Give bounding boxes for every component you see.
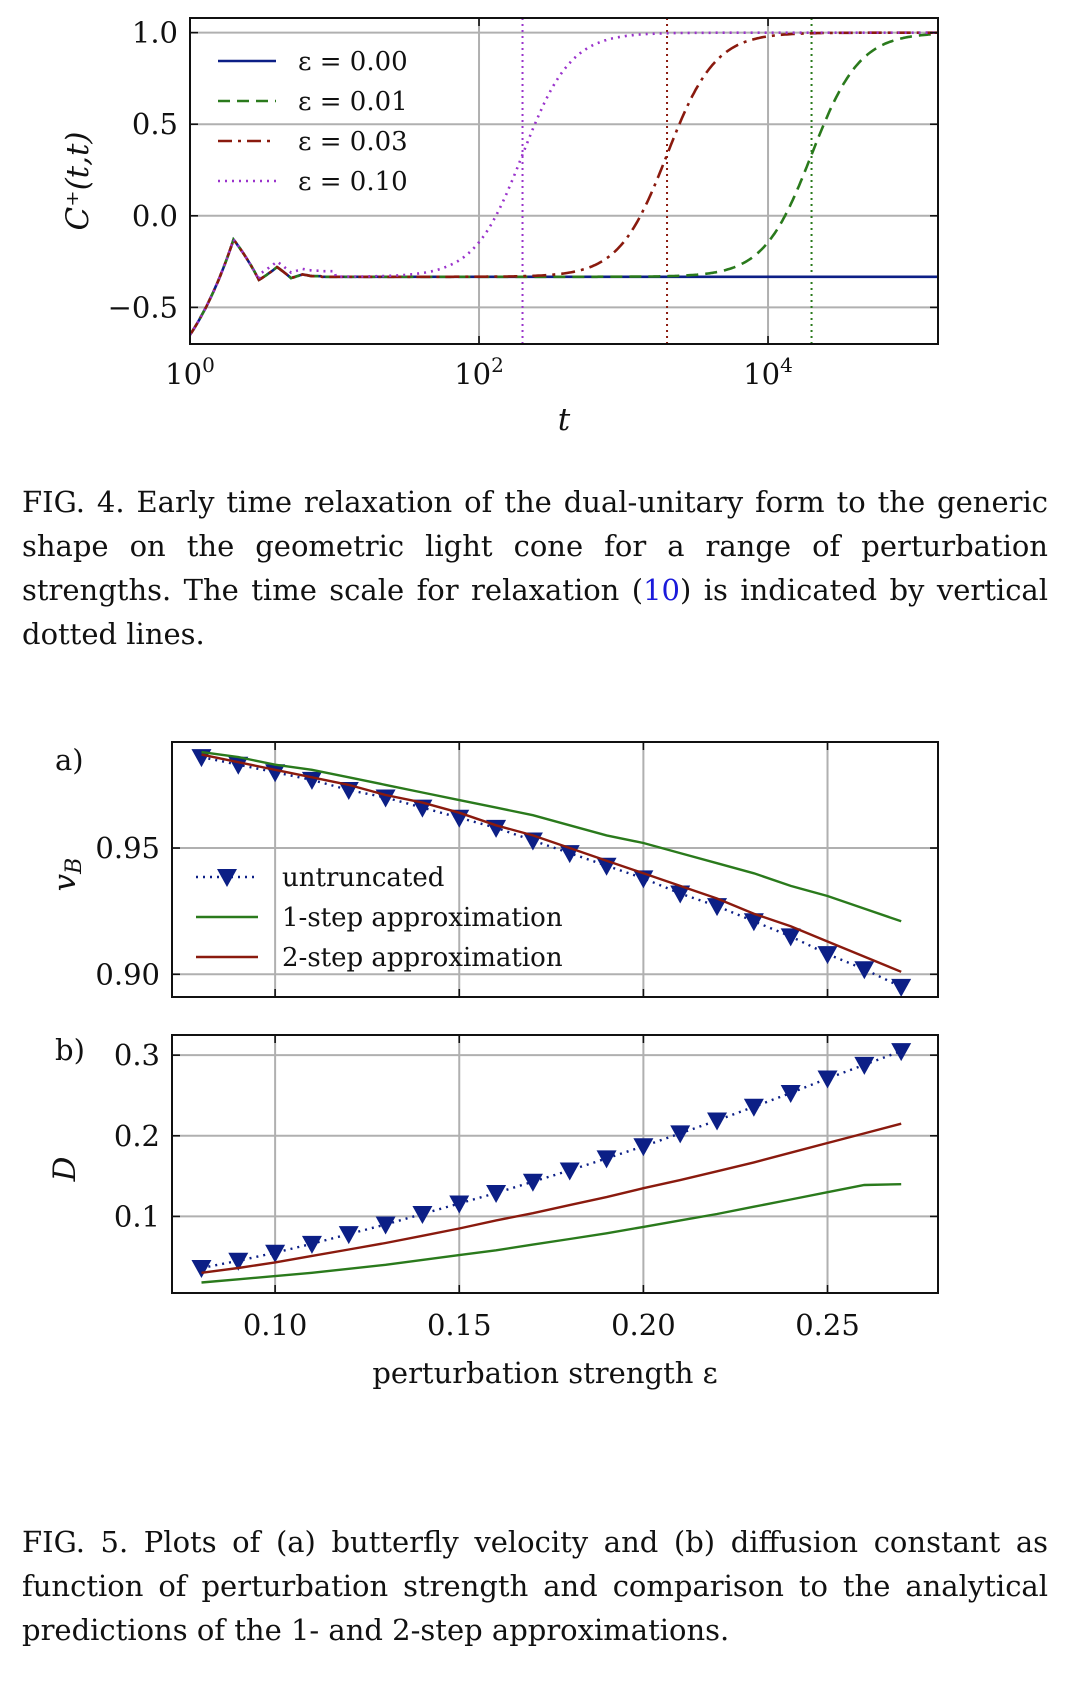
data-marker-triangle — [854, 961, 875, 980]
data-marker-triangle — [375, 1216, 396, 1235]
y-tick-label: 0.95 — [95, 831, 160, 865]
legend-label: ε = 0.03 — [298, 127, 408, 157]
x-tick-label: 0.10 — [243, 1308, 308, 1342]
x-tick-label: 0.25 — [795, 1308, 860, 1342]
fig4-legend: ε = 0.00 ε = 0.01 ε = 0.03 ε = 0.10 — [218, 47, 408, 197]
panel-b-label: b) — [55, 1033, 85, 1067]
figure-5: a) b) 0.90 0.95 vB untruncated 1-step approx… — [0, 730, 1070, 1410]
series-line-eps-0.10 — [190, 31, 938, 336]
data-marker-triangle — [449, 1195, 470, 1214]
series-line-2-step-approximation — [201, 1122, 902, 1274]
data-marker-triangle — [265, 764, 286, 783]
data-marker-triangle — [301, 1235, 322, 1254]
fig4-caption-text-pre: Early time relaxation of the dual-unitar… — [22, 485, 1048, 607]
data-marker-triangle — [559, 1162, 580, 1181]
data-marker-triangle — [670, 1125, 691, 1144]
data-marker-triangle — [743, 913, 764, 932]
fig5b-frame — [171, 1034, 939, 1294]
legend-label: 1-step approximation — [282, 903, 563, 933]
fig4-plot-area — [190, 18, 938, 344]
x-axis-label: t — [558, 402, 571, 438]
data-marker-triangle — [817, 946, 838, 965]
data-marker-triangle — [780, 1085, 801, 1104]
legend-label: ε = 0.00 — [298, 47, 408, 77]
data-marker-triangle — [891, 978, 912, 997]
panel-a-label: a) — [55, 743, 84, 777]
legend-label: 2-step approximation — [282, 943, 563, 973]
y-tick-label: 0.90 — [95, 957, 160, 991]
fig4-caption: FIG. 4. Early time relaxation of the dua… — [22, 480, 1048, 656]
legend-label: untruncated — [282, 863, 444, 893]
data-marker-triangle — [670, 885, 691, 904]
fig5-caption-label: FIG. 5. — [22, 1525, 129, 1559]
data-marker-triangle — [707, 1112, 728, 1131]
series-line-eps-0.00 — [190, 236, 938, 336]
data-marker-triangle — [780, 928, 801, 947]
x-axis-label: perturbation strength ε — [372, 1356, 717, 1390]
series-line-2-step-approximation — [201, 753, 902, 973]
fig5b-grid — [172, 1035, 938, 1293]
x-tick-label: 104 — [743, 353, 793, 391]
data-marker-triangle — [854, 1056, 875, 1075]
data-marker-triangle — [743, 1098, 764, 1117]
data-marker-triangle — [596, 1150, 617, 1169]
y-tick-label: 1.0 — [132, 16, 178, 50]
series-line-1-step-approximation — [201, 750, 902, 923]
data-marker-triangle — [191, 1260, 212, 1279]
y-tick-label: 0.3 — [114, 1038, 160, 1072]
series-line-1-step-approximation — [201, 1183, 902, 1284]
fig5-caption-text: Plots of (a) butterfly velocity and (b) … — [22, 1525, 1048, 1647]
data-marker-triangle — [486, 1185, 507, 1204]
x-tick-label: 0.20 — [611, 1308, 676, 1342]
series-line-eps-0.01 — [190, 32, 938, 336]
fig4-frame — [189, 17, 939, 345]
data-marker-triangle — [633, 1138, 654, 1157]
legend-label: ε = 0.01 — [298, 87, 408, 117]
fig5a-frame — [171, 741, 939, 998]
y-tick-label: 0.0 — [132, 199, 178, 233]
y-axis-label: D — [47, 1156, 83, 1182]
data-marker-triangle — [707, 898, 728, 917]
data-marker-triangle — [228, 1252, 249, 1271]
data-marker-triangle — [338, 1226, 359, 1245]
figure-4: −0.5 0.0 0.5 1.0 100 102 104 t C⁺(t,t) ε = 0.00 ε … — [0, 0, 1070, 470]
x-tick-label: 102 — [454, 353, 504, 391]
data-marker-triangle — [817, 1070, 838, 1089]
y-tick-label: 0.5 — [132, 107, 178, 141]
fig4-caption-label: FIG. 4. — [22, 485, 125, 519]
x-tick-label: 0.15 — [427, 1308, 492, 1342]
y-tick-label: 0.1 — [114, 1199, 160, 1233]
y-axis-label: C⁺(t,t) — [60, 131, 96, 230]
data-marker-triangle — [891, 1043, 912, 1062]
fig5-caption: FIG. 5. Plots of (a) butterfly velocity … — [22, 1520, 1048, 1652]
x-tick-label: 100 — [165, 353, 215, 391]
series-dotted-line-untruncated — [201, 1049, 902, 1270]
legend-label: ε = 0.10 — [298, 167, 408, 197]
fig4-caption-ref-link[interactable]: 10 — [643, 573, 681, 607]
legend-marker-triangle — [217, 869, 237, 887]
fig4-grid — [189, 18, 938, 344]
data-marker-triangle — [522, 1173, 543, 1192]
data-marker-triangle — [412, 1205, 433, 1224]
y-axis-label: vB — [47, 858, 87, 892]
y-tick-label: 0.2 — [114, 1119, 160, 1153]
fig5-legend: untruncated 1-step approximation 2-step ap… — [196, 863, 563, 973]
y-tick-label: −0.5 — [108, 290, 178, 324]
data-marker-triangle — [265, 1244, 286, 1263]
fig4-caption-text-post: ) is indicated by vertical dotted lines. — [22, 573, 1048, 651]
